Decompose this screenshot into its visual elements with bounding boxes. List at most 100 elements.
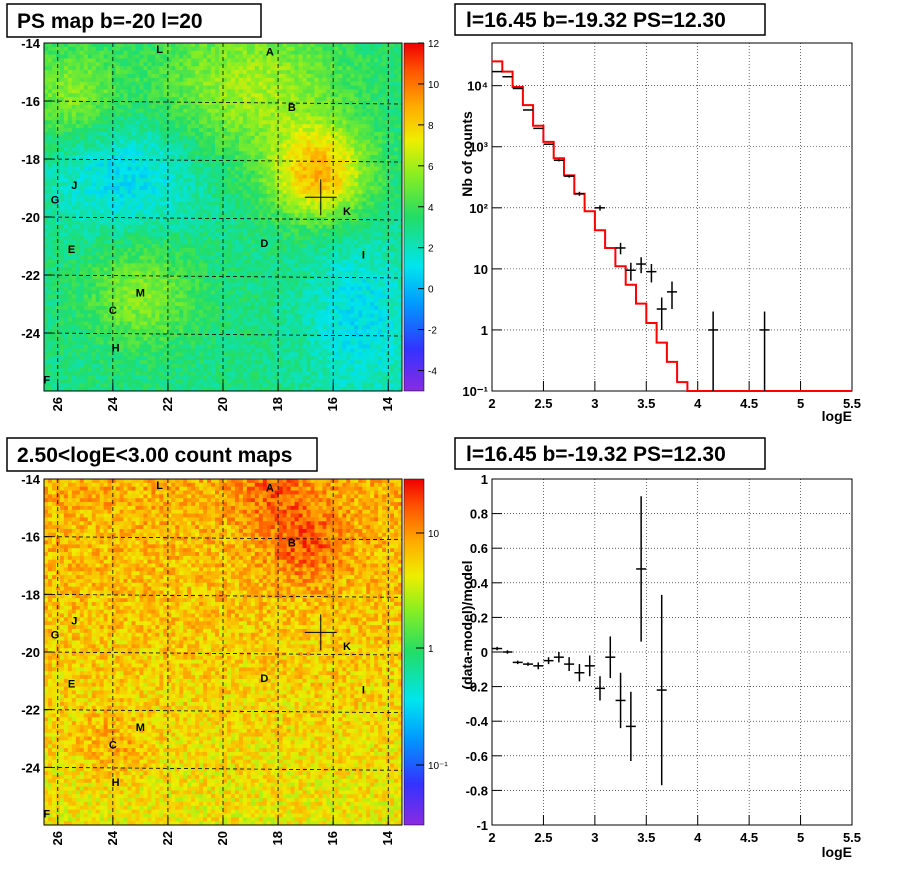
map-pixel bbox=[143, 367, 148, 373]
map-pixel bbox=[44, 104, 49, 110]
map-pixel bbox=[131, 70, 136, 75]
map-pixel bbox=[238, 356, 244, 361]
map-pixel bbox=[195, 244, 200, 249]
map-pixel bbox=[175, 209, 180, 214]
map-pixel bbox=[171, 240, 176, 245]
map-pixel bbox=[87, 178, 93, 183]
map-pixel bbox=[123, 70, 128, 75]
map-pixel bbox=[115, 174, 120, 179]
map-pixel bbox=[79, 201, 85, 206]
map-pixel bbox=[99, 286, 105, 291]
map-pixel bbox=[171, 128, 176, 133]
map-pixel bbox=[238, 135, 244, 141]
map-pixel bbox=[127, 97, 132, 102]
map-pixel bbox=[203, 220, 208, 226]
map-pixel bbox=[99, 151, 105, 156]
map-pixel bbox=[95, 309, 101, 315]
map-pixel bbox=[199, 81, 204, 86]
map-pixel bbox=[51, 189, 57, 195]
map-pixel bbox=[67, 251, 73, 257]
map-pixel bbox=[147, 135, 152, 141]
map-pixel bbox=[234, 371, 240, 376]
map-pixel bbox=[258, 236, 264, 241]
map-pixel bbox=[67, 360, 73, 365]
map-pixel bbox=[155, 244, 160, 249]
map-pixel bbox=[59, 124, 65, 129]
map-pixel bbox=[107, 286, 113, 291]
map-pixel bbox=[211, 151, 216, 156]
map-pixel bbox=[127, 131, 132, 137]
map-pixel bbox=[151, 278, 156, 284]
map-pixel bbox=[250, 73, 256, 79]
map-pixel bbox=[223, 97, 228, 102]
map-pixel bbox=[254, 375, 260, 380]
map-pixel bbox=[71, 174, 77, 179]
map-pixel bbox=[183, 282, 188, 287]
map-pixel bbox=[254, 271, 260, 276]
map-pixel bbox=[242, 336, 248, 342]
map-pixel bbox=[187, 104, 192, 110]
map-pixel bbox=[187, 333, 192, 338]
map-pixel bbox=[159, 178, 164, 183]
map-pixel bbox=[167, 182, 172, 187]
map-pixel bbox=[179, 340, 184, 345]
map-pixel bbox=[183, 159, 188, 164]
map-pixel bbox=[238, 220, 244, 226]
map-pixel bbox=[83, 360, 89, 365]
map-pixel bbox=[238, 340, 244, 345]
map-pixel bbox=[44, 267, 49, 272]
map-pixel bbox=[63, 108, 69, 113]
map-pixel bbox=[238, 333, 244, 338]
map-pixel bbox=[195, 379, 200, 384]
map-pixel bbox=[234, 352, 240, 357]
map-pixel bbox=[250, 43, 256, 48]
map-pixel bbox=[159, 224, 164, 229]
map-pixel bbox=[219, 170, 224, 175]
map-pixel bbox=[95, 244, 101, 249]
map-pixel bbox=[230, 329, 236, 334]
map-pixel bbox=[234, 240, 240, 245]
map-pixel bbox=[246, 97, 252, 102]
map-pixel bbox=[242, 155, 248, 160]
map-pixel bbox=[219, 329, 224, 334]
map-pixel bbox=[226, 124, 232, 129]
map-pixel bbox=[63, 97, 69, 102]
map-pixel bbox=[75, 120, 81, 125]
map-pixel bbox=[107, 166, 113, 171]
map-pixel bbox=[242, 228, 248, 233]
map-pixel bbox=[119, 93, 124, 98]
map-pixel bbox=[91, 205, 97, 210]
map-pixel bbox=[139, 151, 144, 156]
map-pixel bbox=[107, 298, 113, 303]
map-pixel bbox=[119, 124, 124, 129]
map-pixel bbox=[131, 294, 136, 299]
map-pixel bbox=[167, 166, 172, 171]
map-pixel bbox=[107, 85, 113, 90]
map-pixel bbox=[103, 189, 109, 195]
map-pixel bbox=[262, 182, 268, 187]
map-pixel bbox=[230, 116, 236, 121]
map-pixel bbox=[203, 379, 208, 384]
map-pixel bbox=[127, 387, 132, 391]
map-pixel bbox=[107, 197, 113, 202]
map-pixel bbox=[191, 151, 196, 156]
map-pixel bbox=[107, 112, 113, 117]
map-pixel bbox=[75, 174, 81, 179]
map-pixel bbox=[246, 70, 252, 75]
map-pixel bbox=[219, 193, 224, 199]
map-pixel bbox=[75, 209, 81, 214]
map-pixel bbox=[163, 193, 168, 199]
map-pixel bbox=[103, 186, 109, 191]
map-pixel bbox=[107, 313, 113, 318]
map-pixel bbox=[211, 70, 216, 75]
map-pixel bbox=[127, 70, 132, 75]
map-pixel bbox=[195, 336, 200, 342]
map-pixel bbox=[191, 166, 196, 171]
map-pixel bbox=[223, 352, 228, 357]
map-pixel bbox=[63, 371, 69, 376]
map-pixel bbox=[179, 139, 184, 144]
map-pixel bbox=[167, 178, 172, 183]
map-pixel bbox=[119, 356, 124, 361]
map-pixel bbox=[75, 383, 81, 388]
map-pixel bbox=[75, 186, 81, 191]
